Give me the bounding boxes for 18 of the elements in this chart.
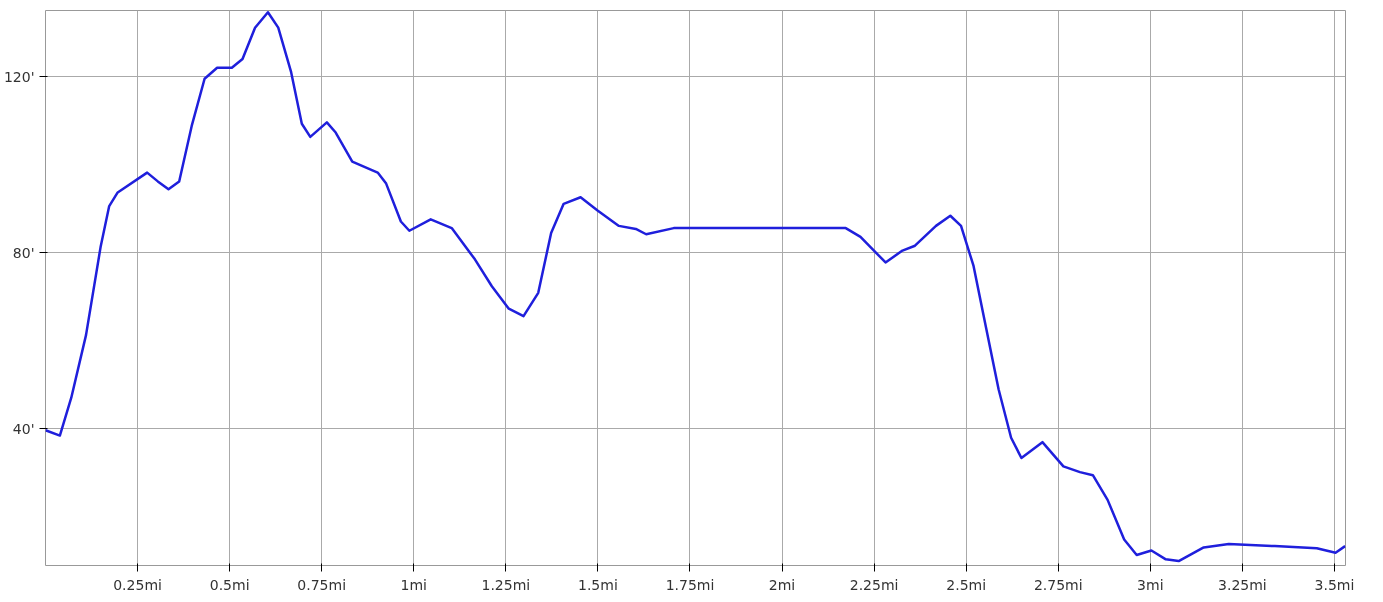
- x-tick-label: 0.75mi: [297, 576, 347, 593]
- y-tick-label: 80': [12, 244, 35, 261]
- x-tick-label: 0.25mi: [113, 576, 162, 593]
- x-tick-label: 1.75mi: [665, 576, 715, 593]
- x-tick-label: 1.25mi: [481, 576, 531, 593]
- x-tick-label: 2.25mi: [849, 576, 899, 593]
- x-tick-label: 2mi: [768, 576, 796, 593]
- x-tick-label: 1mi: [400, 576, 427, 593]
- y-tick-label: 120': [3, 68, 35, 85]
- x-tick-label: 3.25mi: [1218, 576, 1267, 593]
- x-tick-label: 0.5mi: [209, 576, 250, 593]
- x-tick-label: 3mi: [1137, 576, 1164, 593]
- x-tick-label: 1.5mi: [578, 576, 618, 593]
- x-tick-label: 2.5mi: [946, 576, 987, 593]
- x-tick-label: 3.5mi: [1314, 576, 1355, 593]
- line-series: [45, 11, 1346, 563]
- y-tick-label: 40': [12, 420, 35, 437]
- x-tick-label: 2.75mi: [1033, 576, 1083, 593]
